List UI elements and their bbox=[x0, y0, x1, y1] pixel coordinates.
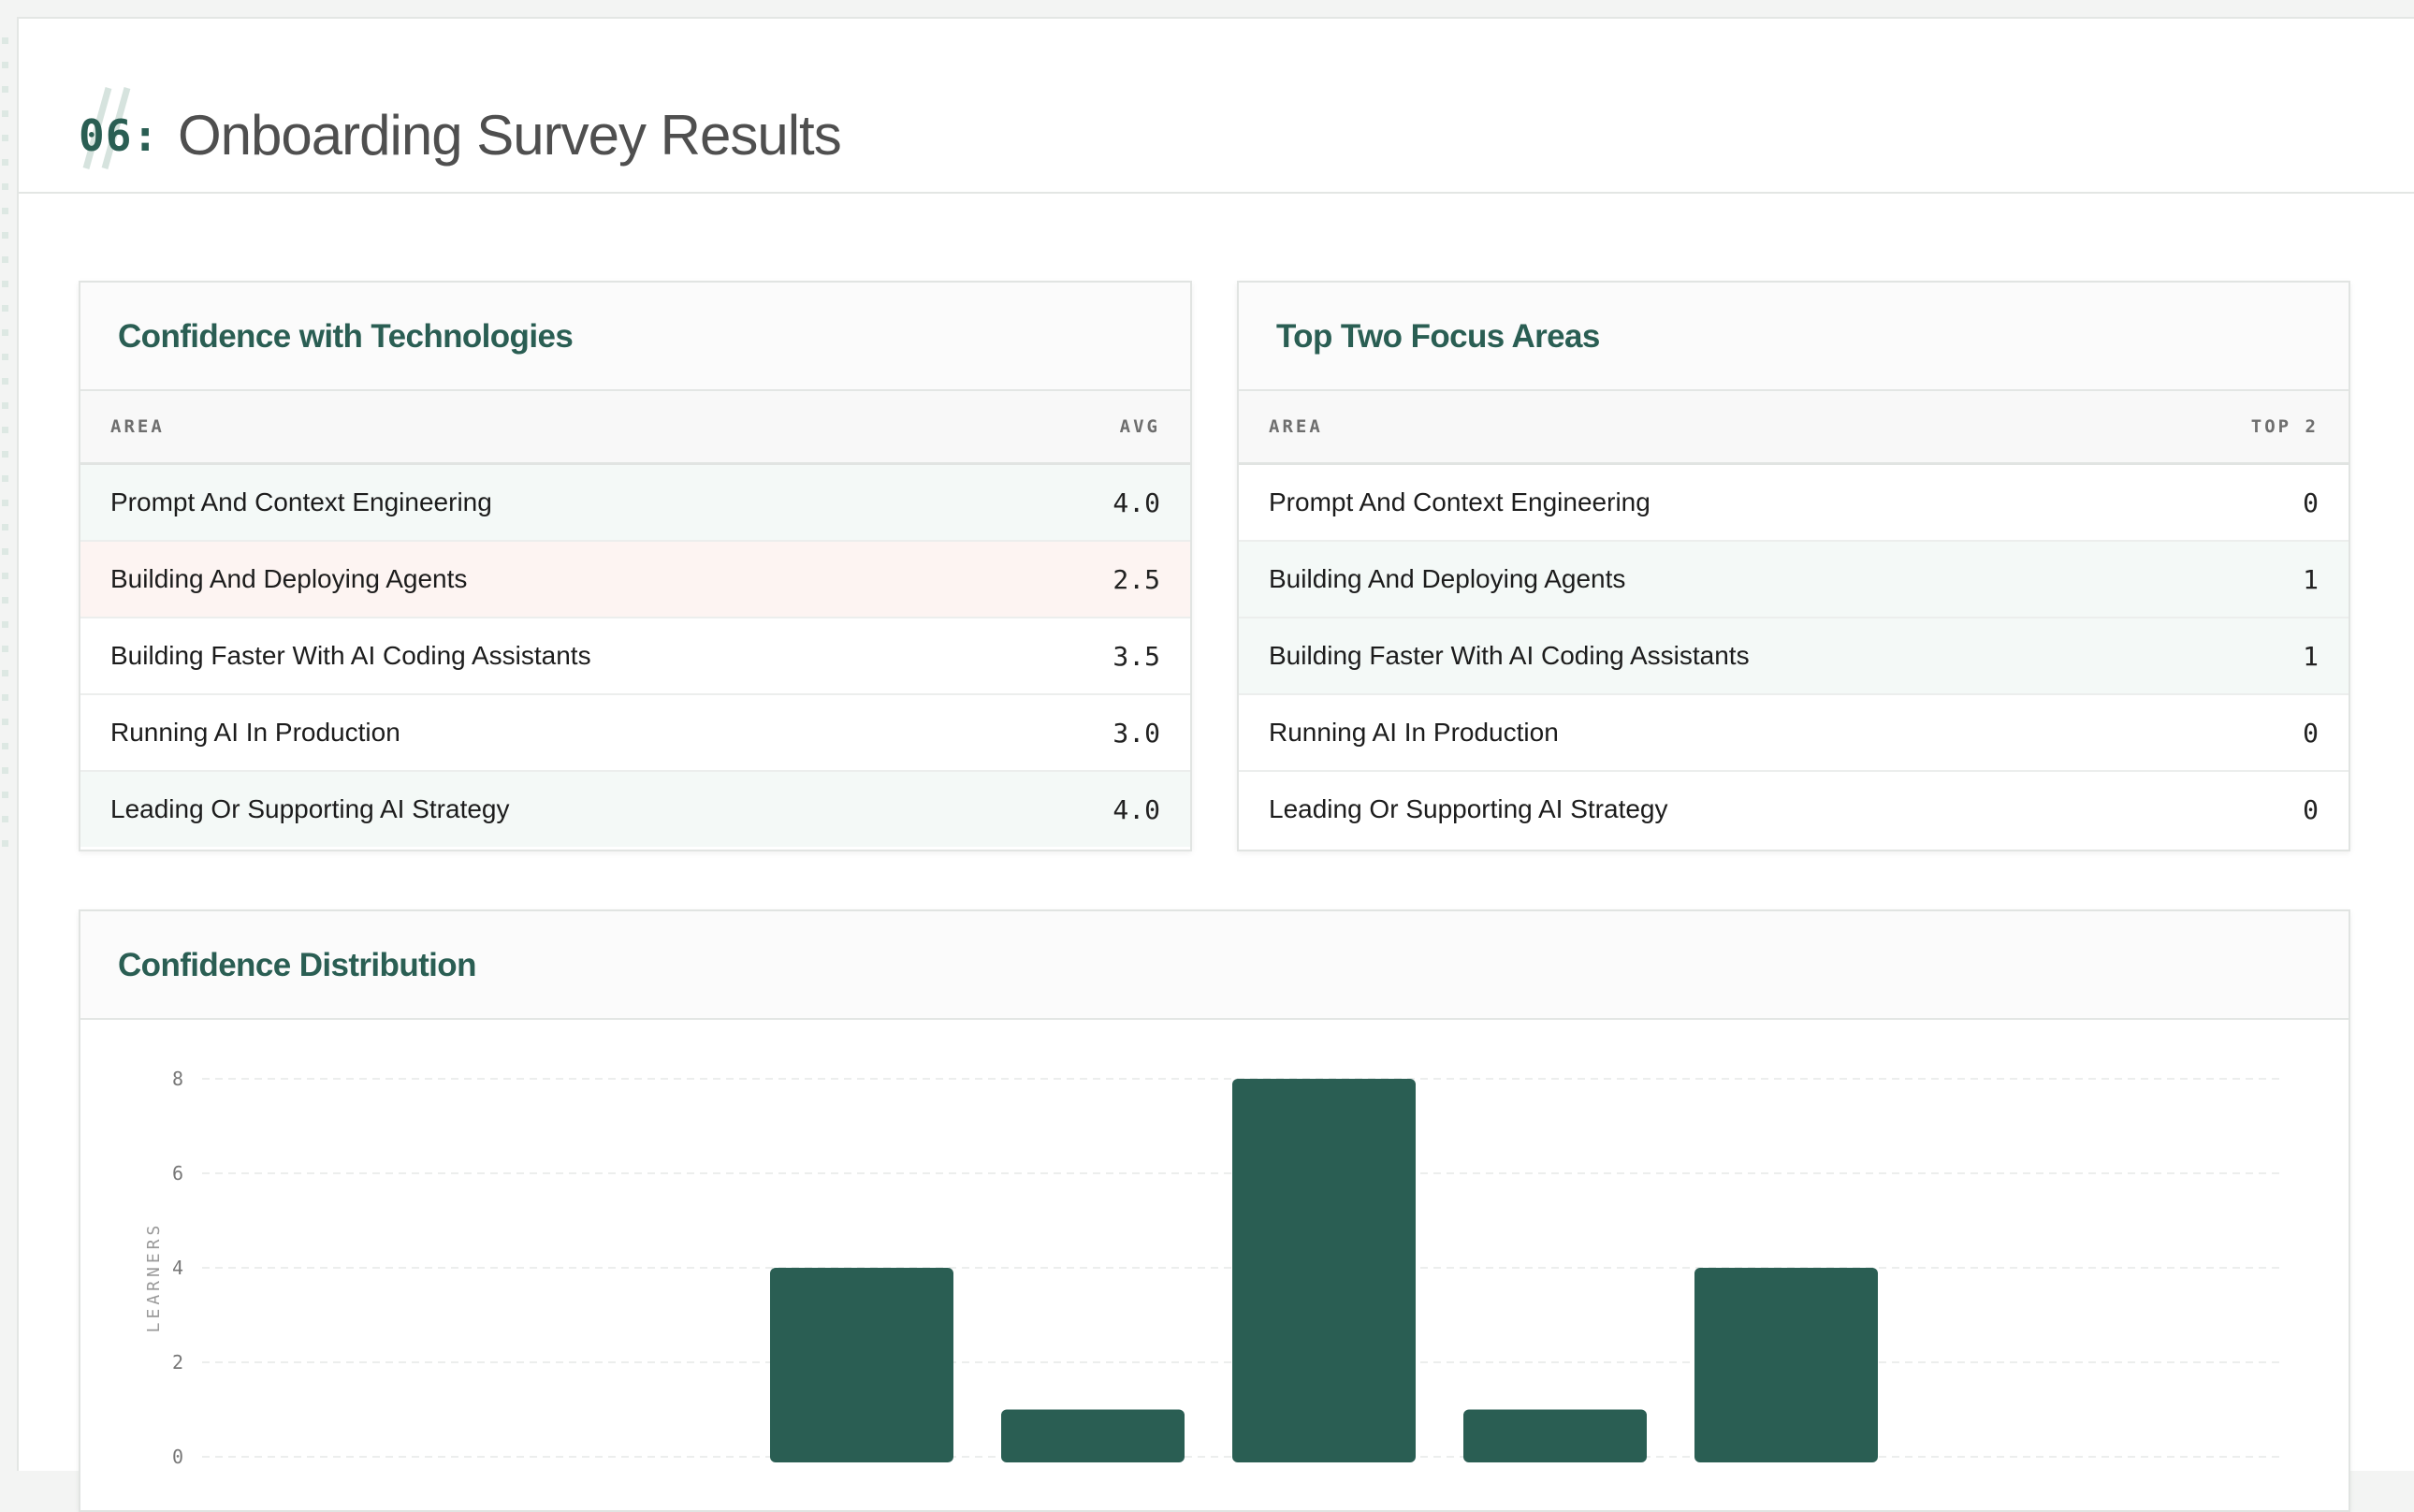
rail-dot bbox=[2, 208, 8, 214]
rail-dot bbox=[2, 475, 8, 482]
rail-dot bbox=[2, 694, 8, 701]
table-row: Running AI In Production 3.0 bbox=[80, 695, 1190, 772]
rail-dot bbox=[2, 402, 8, 409]
row-area-label: Building Faster With AI Coding Assistant… bbox=[1269, 641, 1750, 670]
rail-dot bbox=[2, 37, 8, 44]
rail-dot bbox=[2, 524, 8, 531]
y-tick-label: 6 bbox=[172, 1162, 183, 1185]
rail-dot bbox=[2, 354, 8, 360]
rail-dot bbox=[2, 451, 8, 458]
rail-dot bbox=[2, 305, 8, 312]
rail-dot bbox=[2, 719, 8, 725]
rail-dot bbox=[2, 256, 8, 263]
table-row: Building And Deploying Agents 1 bbox=[1239, 542, 2349, 618]
table-row: Building Faster With AI Coding Assistant… bbox=[80, 618, 1190, 695]
row-avg-value: 3.5 bbox=[1112, 641, 1160, 672]
card-title: Top Two Focus Areas bbox=[1276, 318, 1600, 355]
rail-dot bbox=[2, 500, 8, 506]
rail-dot bbox=[2, 281, 8, 287]
y-tick-label: 4 bbox=[172, 1257, 183, 1279]
row-area-label: Leading Or Supporting AI Strategy bbox=[1269, 794, 1668, 823]
rail-dot bbox=[2, 427, 8, 433]
rail-dot bbox=[2, 840, 8, 847]
table-row: Leading Or Supporting AI Strategy 4.0 bbox=[80, 772, 1190, 847]
rail-dot bbox=[2, 767, 8, 774]
table-row: Building And Deploying Agents 2.5 bbox=[80, 542, 1190, 618]
column-header-area: AREA bbox=[110, 416, 165, 437]
rail-dot bbox=[2, 232, 8, 239]
card-title: Confidence Distribution bbox=[118, 947, 476, 983]
rail-dot bbox=[2, 135, 8, 141]
row-area-label: Prompt And Context Engineering bbox=[110, 487, 492, 516]
y-axis-label: LEARNERS bbox=[144, 1222, 164, 1333]
row-avg-value: 4.0 bbox=[1112, 487, 1160, 518]
row-top2-value: 0 bbox=[2303, 487, 2319, 518]
section-header: 06: Onboarding Survey Results bbox=[19, 19, 2414, 194]
chart-area: 0 2 4 6 8 LEARNERS bbox=[80, 1020, 2349, 1510]
rail-dot bbox=[2, 621, 8, 628]
row-area-label: Running AI In Production bbox=[1269, 718, 1559, 747]
table-row: Building Faster With AI Coding Assistant… bbox=[1239, 618, 2349, 695]
rail-dot bbox=[2, 183, 8, 190]
column-header-top2: TOP 2 bbox=[2250, 416, 2319, 437]
bar bbox=[1001, 1409, 1185, 1462]
column-header-area: AREA bbox=[1269, 416, 1323, 437]
rail-dot bbox=[2, 573, 8, 579]
row-area-label: Prompt And Context Engineering bbox=[1269, 487, 1651, 516]
row-top2-value: 0 bbox=[2303, 718, 2319, 749]
bar bbox=[1694, 1268, 1878, 1462]
row-top2-value: 1 bbox=[2303, 564, 2319, 595]
row-area-label: Building And Deploying Agents bbox=[110, 564, 468, 593]
card-title: Confidence with Technologies bbox=[118, 318, 574, 355]
distribution-card: Confidence Distribution 0 2 4 6 8 LEARNERS bbox=[79, 909, 2350, 1512]
card-header: Top Two Focus Areas bbox=[1239, 283, 2349, 391]
card-header: Confidence Distribution bbox=[80, 911, 2349, 1020]
page-title: Onboarding Survey Results bbox=[178, 104, 842, 167]
rail-dot bbox=[2, 646, 8, 652]
rail-dot bbox=[2, 159, 8, 166]
table-header: AREA AVG bbox=[80, 391, 1190, 465]
y-tick-label: 0 bbox=[172, 1446, 183, 1468]
section-number: 06: bbox=[79, 110, 160, 161]
y-tick-label: 8 bbox=[172, 1068, 183, 1090]
row-area-label: Building And Deploying Agents bbox=[1269, 564, 1626, 593]
confidence-card: Confidence with Technologies AREA AVG Pr… bbox=[79, 281, 1192, 851]
decorative-rail bbox=[0, 0, 13, 1469]
row-top2-value: 0 bbox=[2303, 794, 2319, 825]
rail-dot bbox=[2, 329, 8, 336]
table-header: AREA TOP 2 bbox=[1239, 391, 2349, 465]
bar bbox=[1463, 1409, 1647, 1462]
rail-dot bbox=[2, 548, 8, 555]
hatch-mark-icon bbox=[82, 87, 131, 169]
row-top2-value: 1 bbox=[2303, 641, 2319, 672]
row-area-label: Running AI In Production bbox=[110, 718, 400, 747]
table-body: Prompt And Context Engineering 4.0 Buildin… bbox=[80, 465, 1190, 847]
row-avg-value: 4.0 bbox=[1112, 794, 1160, 825]
y-tick-label: 2 bbox=[172, 1351, 183, 1374]
bar bbox=[770, 1268, 953, 1462]
row-area-label: Building Faster With AI Coding Assistant… bbox=[110, 641, 591, 670]
rail-dot bbox=[2, 378, 8, 385]
rail-dot bbox=[2, 792, 8, 798]
rail-dot bbox=[2, 743, 8, 749]
rail-dot bbox=[2, 62, 8, 68]
rail-dot bbox=[2, 597, 8, 603]
table-body: Prompt And Context Engineering 0 Building … bbox=[1239, 465, 2349, 847]
row-area-label: Leading Or Supporting AI Strategy bbox=[110, 794, 510, 823]
rail-dot bbox=[2, 670, 8, 676]
row-avg-value: 3.0 bbox=[1112, 718, 1160, 749]
card-header: Confidence with Technologies bbox=[80, 283, 1190, 391]
table-row: Prompt And Context Engineering 0 bbox=[1239, 465, 2349, 542]
bar-chart: 0 2 4 6 8 LEARNERS bbox=[144, 1068, 2281, 1468]
table-row: Leading Or Supporting AI Strategy 0 bbox=[1239, 772, 2349, 847]
rail-dot bbox=[2, 816, 8, 822]
rail-dot bbox=[2, 110, 8, 117]
bar bbox=[1232, 1079, 1416, 1462]
column-header-avg: AVG bbox=[1119, 416, 1160, 437]
rail-dot bbox=[2, 86, 8, 93]
table-row: Prompt And Context Engineering 4.0 bbox=[80, 465, 1190, 542]
row-avg-value: 2.5 bbox=[1112, 564, 1160, 595]
table-row: Running AI In Production 0 bbox=[1239, 695, 2349, 772]
focus-card: Top Two Focus Areas AREA TOP 2 Prompt An… bbox=[1237, 281, 2350, 851]
